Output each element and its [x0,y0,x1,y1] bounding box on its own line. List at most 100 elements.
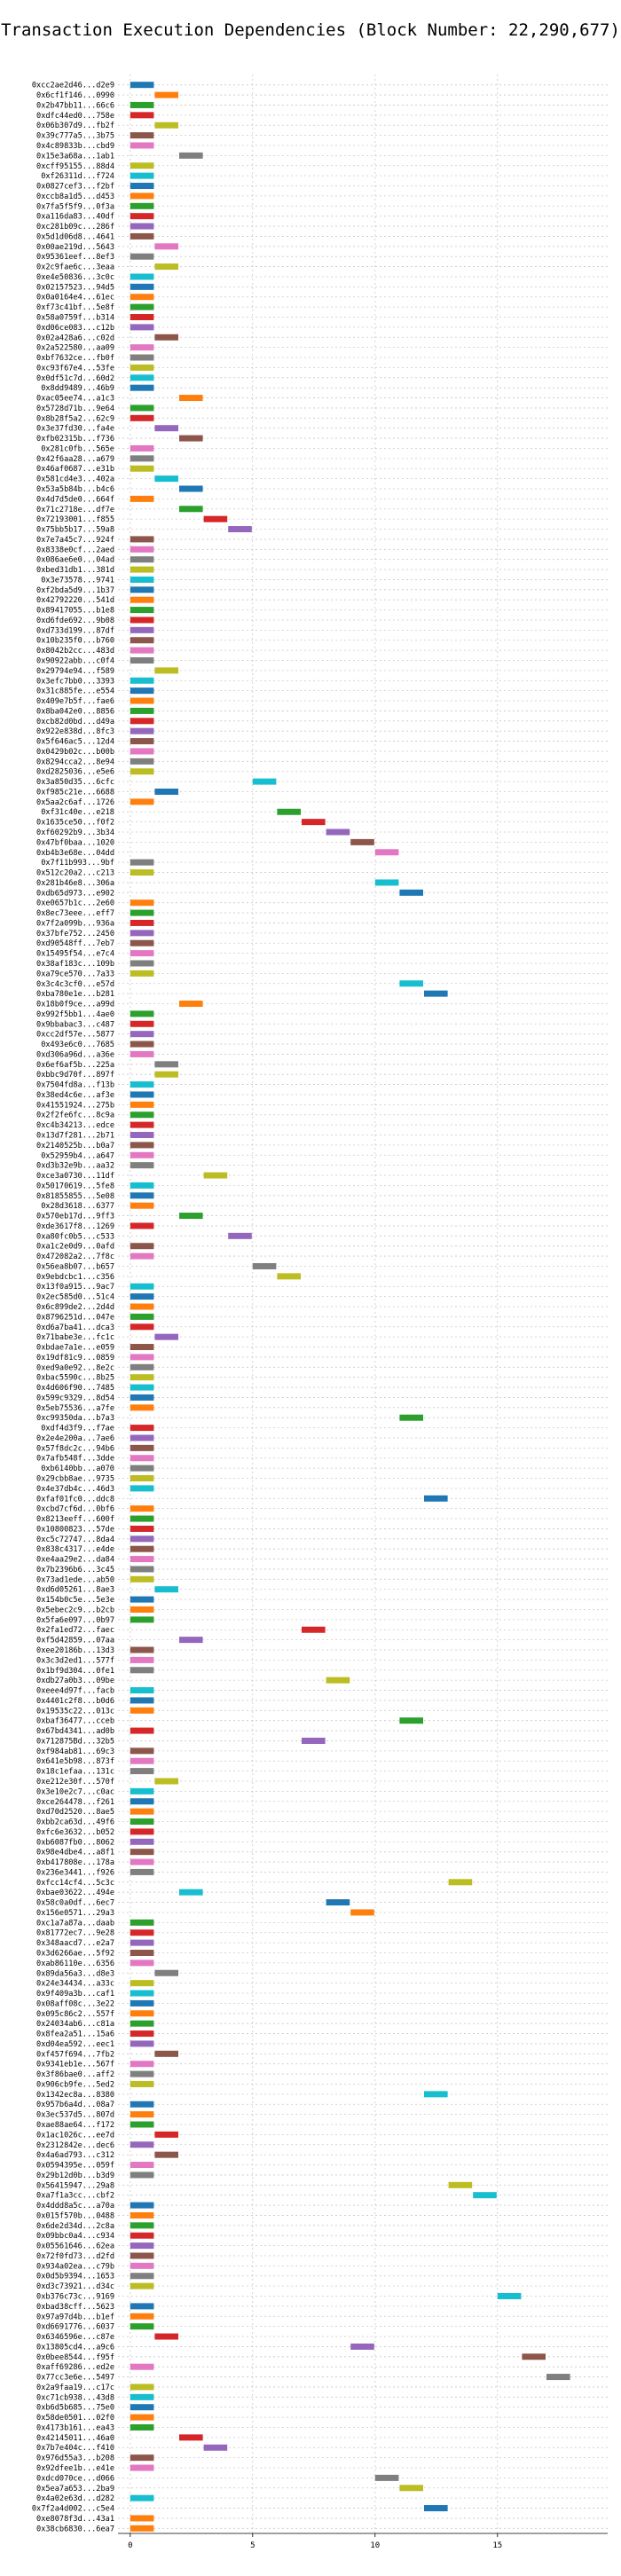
y-tick-label: 0x6de2d34d...2c8a [36,2222,114,2231]
bar [154,1586,178,1593]
bar [130,1444,154,1451]
y-tick-label: 0xc1a7a87a...daab [36,1919,114,1928]
y-tick-label: 0xf73c41bf...5e8f [36,303,114,312]
bar [130,1354,154,1361]
bar [130,364,154,371]
bar [130,586,154,593]
bar [399,2485,423,2492]
bar [130,1808,154,1815]
bar [473,2192,497,2199]
y-tick-label: 0xd6691776...6037 [36,2323,114,2332]
y-tick-label: 0xe8078f3d...43a1 [36,2515,114,2524]
y-tick-label: 0x29cbb8ae...9735 [36,1475,114,1484]
bar [130,172,154,179]
y-tick-label: 0x7afb548f...3dde [36,1455,114,1464]
y-tick-label: 0x38ed4c6e...af3e [36,1091,114,1100]
bar [130,2494,154,2501]
bar [130,2323,154,2330]
y-tick-label: 0x89417055...b1e8 [36,607,114,616]
y-tick-label: 0x5fa6e097...0b97 [36,1616,114,1625]
bar [130,930,154,937]
bar [130,1243,154,1250]
x-axis-layer: 0 5 10 15 [118,2533,608,2550]
bar [399,980,423,987]
y-tick-label: 0x58de0501...02f0 [36,2414,114,2423]
bar [130,2101,154,2108]
y-tick-label: 0x1342ec8a...8380 [36,2091,114,2100]
bar [154,91,178,98]
bar [350,2343,374,2350]
y-tick-label: 0xf2bda5d9...1b37 [36,586,114,595]
bar [302,1737,326,1744]
bar [130,384,154,391]
bar [130,2303,154,2310]
y-tick-label: 0x3c3d2ed1...577f [36,1656,114,1665]
bar [130,1656,154,1663]
y-tick-label: 0xdcd070ce...d066 [36,2474,114,2483]
y-tick-label: 0x37bfe752...2450 [36,930,114,939]
bar [154,425,178,432]
y-tick-label: 0x3d6266ae...5f92 [36,1949,114,1958]
y-tick-label: 0x38af183c...109b [36,960,114,969]
bar [228,1232,252,1239]
y-tick-label: 0x08aff08c...3e22 [36,1999,114,2008]
bar [130,2464,154,2471]
bar [154,1061,178,1068]
y-tick-label: 0x02a428a6...c02d [36,334,114,342]
y-tick-label: 0x3a850d35...6cfc [36,778,114,787]
y-tick-label: 0x2f2fe6fc...8c9a [36,1111,114,1120]
bar [130,313,154,320]
y-tick-label: 0x8213eeff...600f [36,1515,114,1524]
y-tick-label: 0x7f2a4d002...c5e4 [32,2505,114,2514]
bar [130,617,154,624]
y-tick-label: 0x7f2a099b...936a [36,919,114,928]
bar [130,899,154,907]
bar [130,1465,154,1472]
bar [154,122,178,129]
y-tick-label: 0xe0657b1c...2e60 [36,899,114,908]
bar [130,1323,154,1331]
y-tick-label: 0x19535c22...013c [36,1707,114,1716]
y-tick-label: 0x7f11b993...9bf [41,859,114,868]
bar [130,2262,154,2269]
y-tick-label: 0x56ea8b07...b657 [36,1262,114,1271]
y-tick-label: 0x7504fd8a...f13b [36,1081,114,1090]
y-tick-label: 0x8294cca2...8e94 [36,758,114,766]
bar [130,1303,154,1310]
bar [424,1495,448,1502]
bar [130,738,154,745]
y-tick-label: 0xf457f694...7fb2 [36,2050,114,2059]
y-tick-label: 0xd70d2520...8ae5 [36,1808,114,1817]
chart-title: Transaction Execution Dependencies (Bloc… [1,20,620,40]
bar [130,1111,154,1119]
bar [130,132,154,139]
y-tick-label: 0x41551924...275b [36,1101,114,1110]
bar [326,1899,350,1906]
y-tick-label: 0xd733d199...87df [36,626,114,635]
bar [179,1001,203,1008]
bar [130,1293,154,1300]
y-tick-label: 0x5d1d06d8...4641 [36,232,114,241]
bar [179,152,203,159]
y-tick-label: 0xa1c2e0d9...0afd [36,1243,114,1252]
bar [130,1515,154,1522]
bars-layer [130,82,570,2532]
y-tick-label: 0xd06ce083...c12b [36,324,114,333]
bar [130,374,154,381]
bar [130,82,154,89]
y-tick-label: 0xbf7632ce...fb0f [36,354,114,363]
y-tick-label: 0xd2825036...e5e6 [36,768,114,777]
bar [130,1818,154,1826]
bar [203,2444,228,2451]
y-tick-label: 0x8042b2cc...483d [36,647,114,656]
bar [130,294,154,301]
y-tick-label: 0x9ebdcbc1...c356 [36,1273,114,1282]
y-tick-label: 0x2ec585d0...51c4 [36,1293,114,1302]
bar [130,939,154,946]
bar [130,253,154,260]
y-tick-label: 0x19df81c9...0859 [36,1354,114,1363]
y-tick-label: 0xfaf01fc0...ddc8 [36,1495,114,1504]
bar [154,334,178,341]
y-tick-label: 0x6346596e...c87e [36,2333,114,2342]
